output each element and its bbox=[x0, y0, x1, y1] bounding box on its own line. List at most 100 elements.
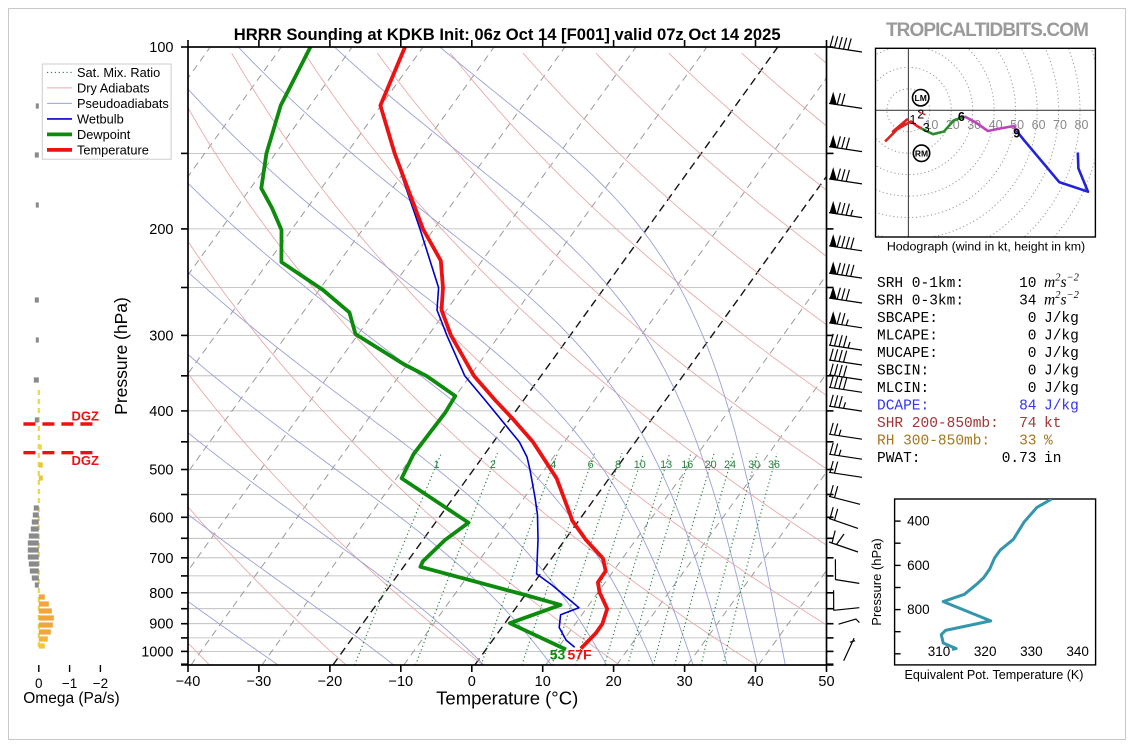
svg-text:8: 8 bbox=[615, 459, 621, 471]
svg-text:−30: −30 bbox=[247, 674, 272, 690]
svg-text:J/kg: J/kg bbox=[1044, 399, 1079, 415]
svg-text:320: 320 bbox=[974, 644, 997, 659]
svg-text:MLCIN:: MLCIN: bbox=[877, 381, 929, 397]
svg-text:200: 200 bbox=[149, 222, 173, 238]
svg-text:0: 0 bbox=[1028, 364, 1037, 380]
svg-text:13: 13 bbox=[660, 459, 672, 471]
svg-text:Hodograph (wind in kt, height: Hodograph (wind in kt, height in km) bbox=[887, 240, 1085, 254]
svg-text:1000: 1000 bbox=[141, 644, 173, 660]
svg-text:6: 6 bbox=[588, 459, 594, 471]
svg-text:300: 300 bbox=[149, 328, 173, 344]
svg-text:PWAT:: PWAT: bbox=[877, 451, 921, 467]
svg-text:SBCIN:: SBCIN: bbox=[877, 364, 929, 380]
svg-text:50: 50 bbox=[818, 674, 834, 690]
svg-text:50: 50 bbox=[1010, 118, 1024, 132]
svg-text:−20: −20 bbox=[318, 674, 343, 690]
svg-text:340: 340 bbox=[1066, 644, 1089, 659]
svg-text:4: 4 bbox=[550, 459, 556, 471]
svg-text:Equivalent Pot. Temperature (K: Equivalent Pot. Temperature (K) bbox=[905, 668, 1084, 682]
svg-text:100: 100 bbox=[149, 40, 173, 56]
svg-text:2: 2 bbox=[917, 108, 924, 122]
svg-text:0: 0 bbox=[1028, 346, 1037, 362]
svg-text:0: 0 bbox=[1028, 311, 1037, 327]
svg-text:33: 33 bbox=[1019, 434, 1036, 450]
svg-text:Temperature: Temperature bbox=[77, 142, 149, 157]
svg-text:74: 74 bbox=[1019, 416, 1036, 432]
svg-text:57F: 57F bbox=[567, 647, 592, 663]
svg-text:DGZ: DGZ bbox=[72, 409, 100, 424]
svg-text:800: 800 bbox=[149, 586, 173, 602]
svg-text:0: 0 bbox=[1028, 381, 1037, 397]
svg-text:MUCAPE:: MUCAPE: bbox=[877, 346, 938, 362]
svg-text:310: 310 bbox=[928, 644, 951, 659]
svg-text:330: 330 bbox=[1020, 644, 1043, 659]
svg-text:Pseudoadiabats: Pseudoadiabats bbox=[77, 96, 169, 111]
svg-text:400: 400 bbox=[149, 404, 173, 420]
svg-text:0: 0 bbox=[1028, 329, 1037, 345]
svg-text:J/kg: J/kg bbox=[1044, 311, 1079, 327]
svg-text:Temperature (°C): Temperature (°C) bbox=[436, 688, 578, 709]
svg-text:Omega (Pa/s): Omega (Pa/s) bbox=[23, 690, 119, 707]
svg-text:SBCAPE:: SBCAPE: bbox=[877, 311, 938, 327]
svg-text:Wetbulb: Wetbulb bbox=[77, 111, 124, 126]
svg-text:Pressure (hPa): Pressure (hPa) bbox=[869, 538, 884, 625]
svg-text:0.73: 0.73 bbox=[1002, 451, 1037, 467]
svg-text:SRH 0-1km:: SRH 0-1km: bbox=[877, 276, 964, 292]
svg-text:−40: −40 bbox=[176, 674, 201, 690]
svg-text:800: 800 bbox=[907, 602, 930, 617]
svg-text:900: 900 bbox=[149, 617, 173, 633]
svg-text:LM: LM bbox=[915, 93, 927, 103]
svg-text:J/kg: J/kg bbox=[1044, 329, 1079, 345]
svg-text:−10: −10 bbox=[388, 674, 413, 690]
svg-text:9: 9 bbox=[1013, 127, 1020, 141]
svg-text:DCAPE:: DCAPE: bbox=[877, 399, 929, 415]
svg-text:−2: −2 bbox=[93, 676, 108, 691]
svg-text:1: 1 bbox=[434, 459, 440, 471]
svg-text:84: 84 bbox=[1019, 399, 1036, 415]
svg-text:20: 20 bbox=[705, 459, 717, 471]
svg-text:40: 40 bbox=[747, 674, 763, 690]
svg-text:80: 80 bbox=[1075, 118, 1089, 132]
svg-text:%: % bbox=[1044, 434, 1053, 450]
svg-text:1: 1 bbox=[910, 113, 917, 127]
svg-text:3: 3 bbox=[923, 121, 930, 135]
svg-text:30: 30 bbox=[967, 118, 981, 132]
svg-text:20: 20 bbox=[946, 118, 960, 132]
svg-text:SRH 0-3km:: SRH 0-3km: bbox=[877, 294, 964, 310]
svg-text:SHR 200-850mb:: SHR 200-850mb: bbox=[877, 416, 999, 432]
svg-text:2: 2 bbox=[490, 459, 496, 471]
svg-text:600: 600 bbox=[907, 558, 930, 573]
svg-text:Dry Adiabats: Dry Adiabats bbox=[77, 80, 150, 95]
svg-text:10: 10 bbox=[634, 459, 646, 471]
svg-text:30: 30 bbox=[677, 674, 693, 690]
svg-text:0: 0 bbox=[468, 674, 476, 690]
svg-text:Pressure (hPa): Pressure (hPa) bbox=[111, 297, 131, 415]
svg-text:−1: −1 bbox=[62, 676, 77, 691]
svg-text:in: in bbox=[1044, 451, 1061, 467]
svg-text:60: 60 bbox=[1032, 118, 1046, 132]
svg-text:16: 16 bbox=[681, 459, 693, 471]
svg-text:RM: RM bbox=[915, 149, 928, 159]
svg-text:24: 24 bbox=[724, 459, 736, 471]
svg-text:HRRR Sounding at KDKB Init: 06: HRRR Sounding at KDKB Init: 06z Oct 14 [… bbox=[234, 25, 781, 44]
svg-text:TROPICALTIDBITS.COM: TROPICALTIDBITS.COM bbox=[886, 20, 1088, 41]
svg-text:600: 600 bbox=[149, 510, 173, 526]
svg-text:400: 400 bbox=[907, 514, 930, 529]
svg-text:Dewpoint: Dewpoint bbox=[77, 127, 131, 142]
svg-text:J/kg: J/kg bbox=[1044, 364, 1079, 380]
svg-text:10: 10 bbox=[1019, 276, 1036, 292]
svg-text:10: 10 bbox=[924, 118, 938, 132]
svg-text:J/kg: J/kg bbox=[1044, 381, 1079, 397]
svg-text:J/kg: J/kg bbox=[1044, 346, 1079, 362]
svg-text:0: 0 bbox=[35, 676, 43, 691]
svg-text:10: 10 bbox=[535, 674, 551, 690]
svg-text:Sat. Mix. Ratio: Sat. Mix. Ratio bbox=[77, 65, 160, 80]
svg-text:500: 500 bbox=[149, 463, 173, 479]
svg-text:36: 36 bbox=[768, 459, 780, 471]
svg-text:kt: kt bbox=[1044, 416, 1061, 432]
svg-text:53: 53 bbox=[550, 647, 566, 663]
svg-text:70: 70 bbox=[1053, 118, 1067, 132]
svg-text:MLCAPE:: MLCAPE: bbox=[877, 329, 938, 345]
svg-text:20: 20 bbox=[606, 674, 622, 690]
svg-text:30: 30 bbox=[748, 459, 760, 471]
